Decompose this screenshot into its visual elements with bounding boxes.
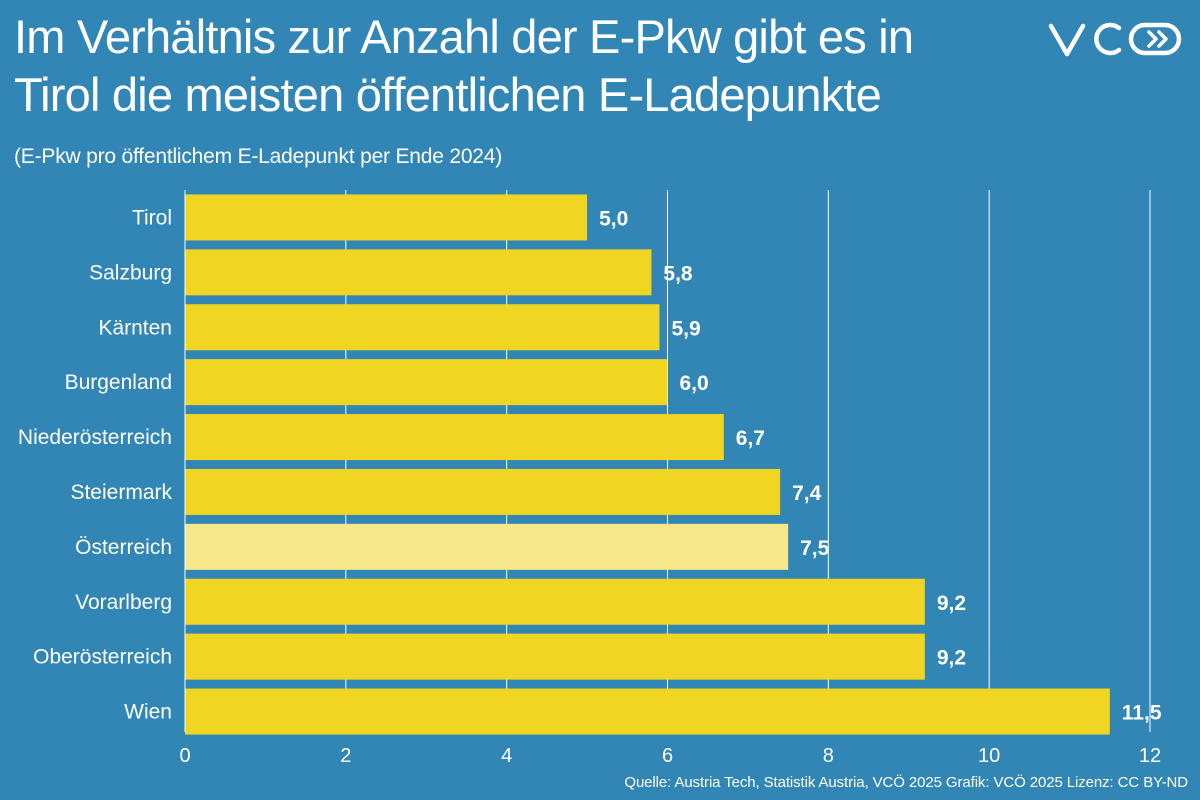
x-tick-label: 2 xyxy=(340,745,351,767)
category-label: Vorarlberg xyxy=(75,591,172,614)
value-label: 9,2 xyxy=(937,592,966,615)
value-label: 6,0 xyxy=(680,372,709,395)
value-label: 7,4 xyxy=(792,482,822,505)
value-label: 5,8 xyxy=(663,262,693,285)
bar xyxy=(185,468,781,515)
category-label: Niederösterreich xyxy=(18,426,172,449)
category-label: Kärnten xyxy=(98,316,172,339)
chart-title: Im Verhältnis zur Anzahl der E-Pkw gibt … xyxy=(14,8,1014,124)
value-label: 5,9 xyxy=(671,317,700,340)
x-tick-label: 8 xyxy=(823,745,834,767)
bar xyxy=(185,633,925,680)
chart-title-line-2: Tirol die meisten öffentlichen E-Ladepun… xyxy=(14,68,882,121)
chart-subtitle: (E-Pkw pro öffentlichem E-Ladepunkt per … xyxy=(14,145,503,168)
value-label: 6,7 xyxy=(736,427,765,450)
x-tick-label: 4 xyxy=(501,745,512,767)
value-label: 11,5 xyxy=(1122,702,1162,725)
source-note: Quelle: Austria Tech, Statistik Austria,… xyxy=(624,774,1188,791)
category-label: Oberösterreich xyxy=(33,646,172,669)
bar xyxy=(185,249,652,296)
category-label: Tirol xyxy=(132,206,172,229)
chart-title-line-1: Im Verhältnis zur Anzahl der E-Pkw gibt … xyxy=(14,10,914,63)
value-label: 7,5 xyxy=(800,537,830,560)
x-tick-label: 0 xyxy=(179,745,190,767)
bar xyxy=(185,414,724,461)
value-label: 9,2 xyxy=(937,647,966,670)
vcoe-logo-icon xyxy=(1048,22,1182,57)
category-label: Wien xyxy=(124,701,172,724)
category-label: Österreich xyxy=(75,536,172,559)
x-tick-label: 10 xyxy=(978,745,1000,767)
bar xyxy=(185,304,660,351)
bar xyxy=(185,578,925,625)
bar xyxy=(185,359,668,406)
category-label: Salzburg xyxy=(89,261,172,284)
x-tick-label: 6 xyxy=(662,745,673,767)
bar xyxy=(185,688,1110,735)
bar xyxy=(185,194,588,241)
x-tick-label: 12 xyxy=(1139,745,1161,767)
bar xyxy=(185,523,789,570)
category-label: Steiermark xyxy=(70,481,172,504)
value-label: 5,0 xyxy=(599,207,628,230)
category-label: Burgenland xyxy=(65,371,172,394)
